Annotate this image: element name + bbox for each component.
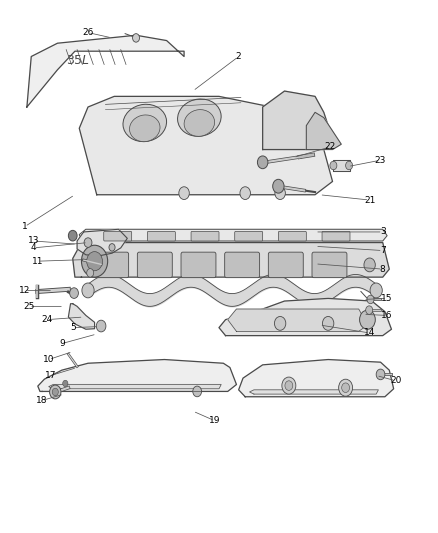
Polygon shape <box>239 360 394 397</box>
Circle shape <box>109 244 115 251</box>
Circle shape <box>258 156 268 168</box>
Ellipse shape <box>123 104 166 142</box>
Circle shape <box>273 179 284 193</box>
Circle shape <box>342 383 350 392</box>
Circle shape <box>68 230 77 241</box>
Polygon shape <box>250 390 378 394</box>
Circle shape <box>240 187 251 199</box>
Text: 10: 10 <box>43 355 54 364</box>
Text: 9: 9 <box>59 339 65 348</box>
FancyBboxPatch shape <box>191 231 219 241</box>
Text: 15: 15 <box>381 294 393 303</box>
Polygon shape <box>228 309 367 332</box>
Circle shape <box>370 283 382 298</box>
Text: 13: 13 <box>28 237 39 246</box>
Circle shape <box>82 283 94 298</box>
FancyBboxPatch shape <box>104 231 132 241</box>
Text: 25: 25 <box>23 302 35 311</box>
Polygon shape <box>219 298 392 336</box>
Circle shape <box>367 295 374 304</box>
Text: 11: 11 <box>32 257 43 265</box>
Circle shape <box>275 187 286 199</box>
Circle shape <box>70 288 78 298</box>
Circle shape <box>346 161 353 169</box>
Text: 7: 7 <box>380 246 385 255</box>
Text: 1: 1 <box>22 222 28 231</box>
Circle shape <box>87 252 102 271</box>
Polygon shape <box>306 112 341 150</box>
Ellipse shape <box>130 115 160 142</box>
Text: 16: 16 <box>381 311 393 320</box>
FancyBboxPatch shape <box>235 231 263 241</box>
FancyBboxPatch shape <box>279 231 306 241</box>
Text: 8: 8 <box>380 265 385 273</box>
Text: 19: 19 <box>209 416 220 425</box>
FancyBboxPatch shape <box>181 252 216 278</box>
Circle shape <box>282 377 296 394</box>
Text: 12: 12 <box>19 286 30 295</box>
Circle shape <box>285 381 293 390</box>
Circle shape <box>52 388 58 395</box>
Circle shape <box>49 385 61 399</box>
Polygon shape <box>68 304 95 329</box>
Text: $\it{35L}$: $\it{35L}$ <box>66 54 90 67</box>
Circle shape <box>87 269 94 277</box>
Circle shape <box>193 386 201 397</box>
Text: 14: 14 <box>364 328 375 337</box>
FancyBboxPatch shape <box>94 252 129 278</box>
Circle shape <box>275 317 286 330</box>
Text: 5: 5 <box>70 323 76 332</box>
Circle shape <box>63 380 68 386</box>
Text: 17: 17 <box>45 371 57 380</box>
Circle shape <box>360 310 375 329</box>
Polygon shape <box>73 243 389 277</box>
Text: 20: 20 <box>390 376 402 385</box>
Circle shape <box>376 369 385 379</box>
FancyBboxPatch shape <box>312 252 347 278</box>
Polygon shape <box>79 96 332 195</box>
Circle shape <box>339 379 353 396</box>
Circle shape <box>81 245 108 277</box>
FancyBboxPatch shape <box>322 231 350 241</box>
Circle shape <box>84 238 92 247</box>
FancyBboxPatch shape <box>225 252 260 278</box>
FancyBboxPatch shape <box>138 252 172 278</box>
FancyBboxPatch shape <box>148 231 175 241</box>
Text: 4: 4 <box>31 244 36 253</box>
Text: 2: 2 <box>236 52 241 61</box>
Ellipse shape <box>184 110 215 136</box>
FancyBboxPatch shape <box>268 252 303 278</box>
Circle shape <box>330 161 337 169</box>
Ellipse shape <box>177 99 221 136</box>
Polygon shape <box>77 229 127 256</box>
Polygon shape <box>79 229 387 241</box>
Circle shape <box>322 317 334 330</box>
Circle shape <box>366 306 373 314</box>
Text: 23: 23 <box>375 156 386 165</box>
Text: 18: 18 <box>36 396 48 405</box>
Circle shape <box>364 258 375 272</box>
Text: 21: 21 <box>364 196 375 205</box>
Polygon shape <box>49 384 221 389</box>
Text: 24: 24 <box>41 315 52 324</box>
Polygon shape <box>38 360 237 391</box>
Circle shape <box>96 320 106 332</box>
Polygon shape <box>263 91 332 150</box>
Circle shape <box>179 187 189 199</box>
Text: 3: 3 <box>380 228 385 237</box>
Polygon shape <box>332 160 350 171</box>
Circle shape <box>133 34 140 42</box>
Text: 26: 26 <box>82 28 94 37</box>
Polygon shape <box>27 35 184 107</box>
Text: 22: 22 <box>325 142 336 151</box>
